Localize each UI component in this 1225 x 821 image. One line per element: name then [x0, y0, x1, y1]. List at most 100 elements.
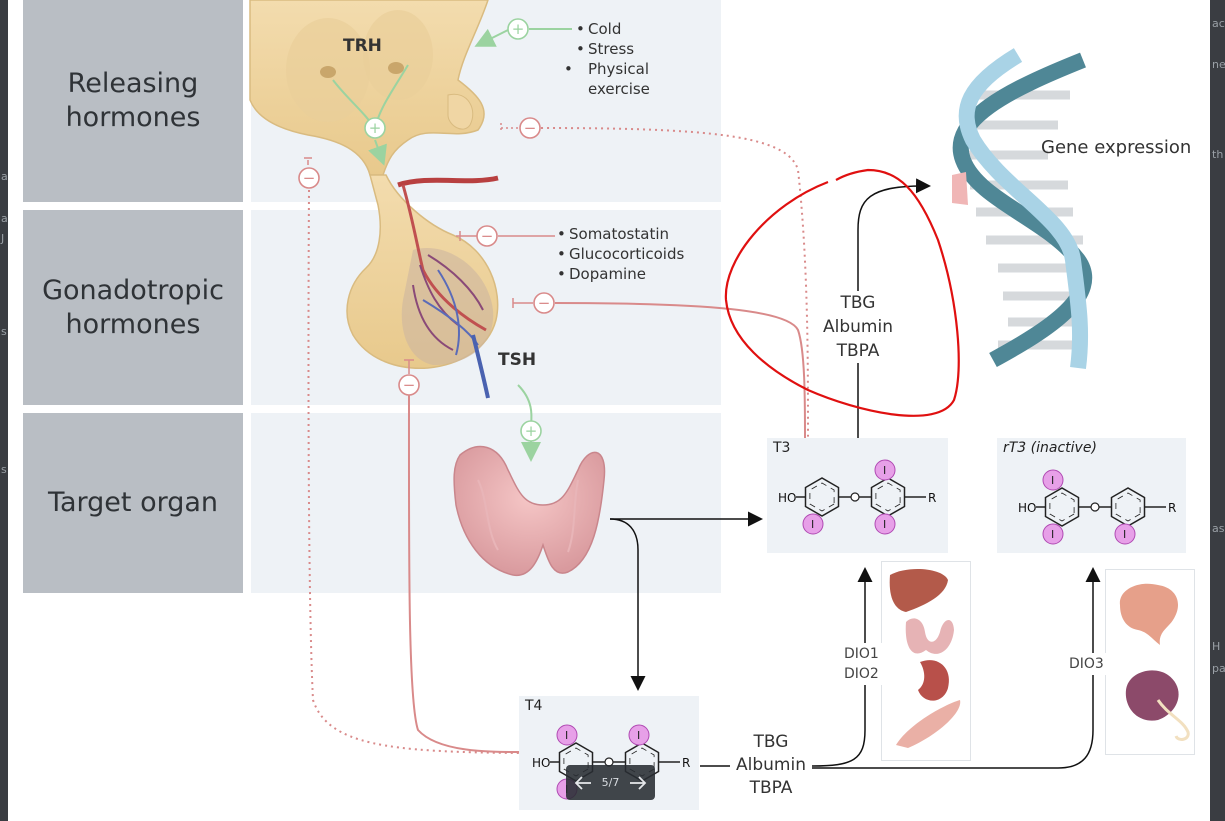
minus-symbol: − — [303, 169, 316, 187]
iodine-label: I — [883, 464, 886, 477]
side-text: s — [1, 325, 7, 338]
iodine-label: I — [811, 518, 814, 531]
r-group-label: R — [682, 756, 690, 770]
list-item: • Cold — [576, 20, 622, 38]
plus-badge — [364, 117, 386, 139]
iodine-atom — [1114, 523, 1136, 545]
dio3-label: DIO3 — [1066, 653, 1107, 675]
ring-bond — [1115, 492, 1141, 522]
minus-badge — [519, 117, 541, 139]
minus-badge — [533, 292, 555, 314]
ring-bond — [1049, 492, 1075, 522]
row-label-releasing: Releasing hormones — [23, 0, 243, 202]
dio1-dio2-label: DIO1 DIO2 — [841, 643, 882, 685]
side-text: ne — [1212, 58, 1225, 71]
iodine-atom — [1042, 469, 1064, 491]
ether-oxygen — [1090, 502, 1100, 512]
thyroid-icon — [905, 618, 954, 654]
plus-symbol: + — [525, 422, 538, 440]
pituitary — [346, 174, 499, 399]
transport-proteins-top: TBG Albumin TBPA — [813, 291, 903, 363]
iodine-label: I — [1123, 528, 1126, 541]
slide-counter: 5/7 — [601, 776, 620, 789]
tsh-label: TSH — [498, 350, 537, 370]
thyroid-gland — [453, 445, 606, 576]
hydroxyl-label: HO — [1018, 501, 1036, 515]
r-group-label: R — [928, 491, 936, 505]
benzene-ring — [870, 477, 906, 517]
diagram-graphics: HO R I I I HO R I I I HO R I I I + + + − − − − − — [249, 0, 1190, 800]
rt3-structure: HO R I I I — [1018, 469, 1176, 545]
brain-icon — [1119, 583, 1178, 645]
ring-bond — [875, 482, 901, 512]
arrow-right-icon[interactable] — [627, 772, 649, 794]
umbilical-cord-icon — [1156, 699, 1190, 741]
plus-badge — [520, 420, 542, 442]
row-label-target: Target organ — [23, 413, 243, 593]
side-text: as — [1212, 522, 1225, 535]
list-item: • Dopamine — [557, 265, 646, 283]
benzene-ring — [804, 477, 840, 517]
side-text: th — [1212, 148, 1224, 161]
carousel-nav: 5/7 — [566, 765, 655, 800]
minus-symbol: − — [524, 119, 537, 137]
iodine-atom — [802, 513, 824, 535]
t3-title: T3 — [773, 440, 791, 456]
side-text: a — [1, 170, 8, 183]
list-item: • Physical exercise — [564, 60, 650, 98]
iodine-atom — [1042, 523, 1064, 545]
arrow-left-icon[interactable] — [572, 772, 594, 794]
side-text: s — [1, 463, 7, 476]
iodine-label: I — [883, 518, 886, 531]
iodine-label: I — [637, 729, 640, 742]
hydroxyl-label: HO — [532, 756, 550, 770]
rt3-title: rT3 (inactive) — [1003, 440, 1097, 456]
iodine-atom — [556, 724, 578, 746]
iodine-label: I — [565, 729, 568, 742]
trh-label: TRH — [343, 36, 382, 56]
minus-badge — [298, 167, 320, 189]
benzene-ring — [1044, 487, 1080, 527]
transport-proteins-bottom: TBG Albumin TBPA — [730, 731, 812, 800]
plus-badge — [507, 18, 529, 40]
stimuli-list: • Cold • Stress • Physical exercise — [564, 19, 668, 99]
side-text: pa — [1212, 662, 1225, 675]
minus-badge — [398, 374, 420, 396]
liver-icon — [889, 568, 948, 612]
minus-symbol: − — [481, 227, 494, 245]
minus-symbol: − — [538, 294, 551, 312]
minus-badge — [476, 225, 498, 247]
iodine-atom — [874, 513, 896, 535]
side-text: a — [1, 212, 8, 225]
side-text: H — [1212, 640, 1221, 653]
side-text: ac — [1212, 17, 1225, 30]
list-item: • Somatostatin — [557, 225, 670, 243]
hypothalamus — [249, 0, 489, 176]
benzene-ring — [1110, 487, 1146, 527]
ring-bond — [809, 482, 835, 512]
list-item: • Glucocorticoids — [557, 245, 685, 263]
inhibitors-list: • Somatostatin • Glucocorticoids • Dopamine — [557, 224, 684, 284]
row-label-gonadotropic: Gonadotropic hormones — [23, 210, 243, 405]
ether-oxygen — [850, 492, 860, 502]
muscle-icon — [896, 700, 961, 748]
annotation-circle — [724, 168, 960, 417]
iodine-label: I — [1051, 528, 1054, 541]
r-group-label: R — [1168, 501, 1176, 515]
plus-symbol: + — [369, 119, 382, 137]
iodine-label: I — [1051, 474, 1054, 487]
minus-symbol: − — [403, 376, 416, 394]
gene-expression-label: Gene expression — [1041, 137, 1192, 158]
kidney-icon — [918, 660, 949, 701]
iodine-atom — [874, 459, 896, 481]
list-item: • Stress — [576, 40, 635, 58]
hydroxyl-label: HO — [778, 491, 796, 505]
side-text: J — [1, 232, 5, 245]
t3-structure: HO R I I I — [778, 459, 936, 535]
dna-helix — [952, 48, 1093, 370]
regulation-badges: + + + − − − − − — [298, 18, 555, 442]
iodine-atom — [628, 724, 650, 746]
rt3-panel: rT3 (inactive) — [997, 438, 1186, 553]
t4-title: T4 — [525, 698, 543, 714]
image-viewer: Releasing hormones Gonadotropic hormones… — [8, 0, 1210, 821]
